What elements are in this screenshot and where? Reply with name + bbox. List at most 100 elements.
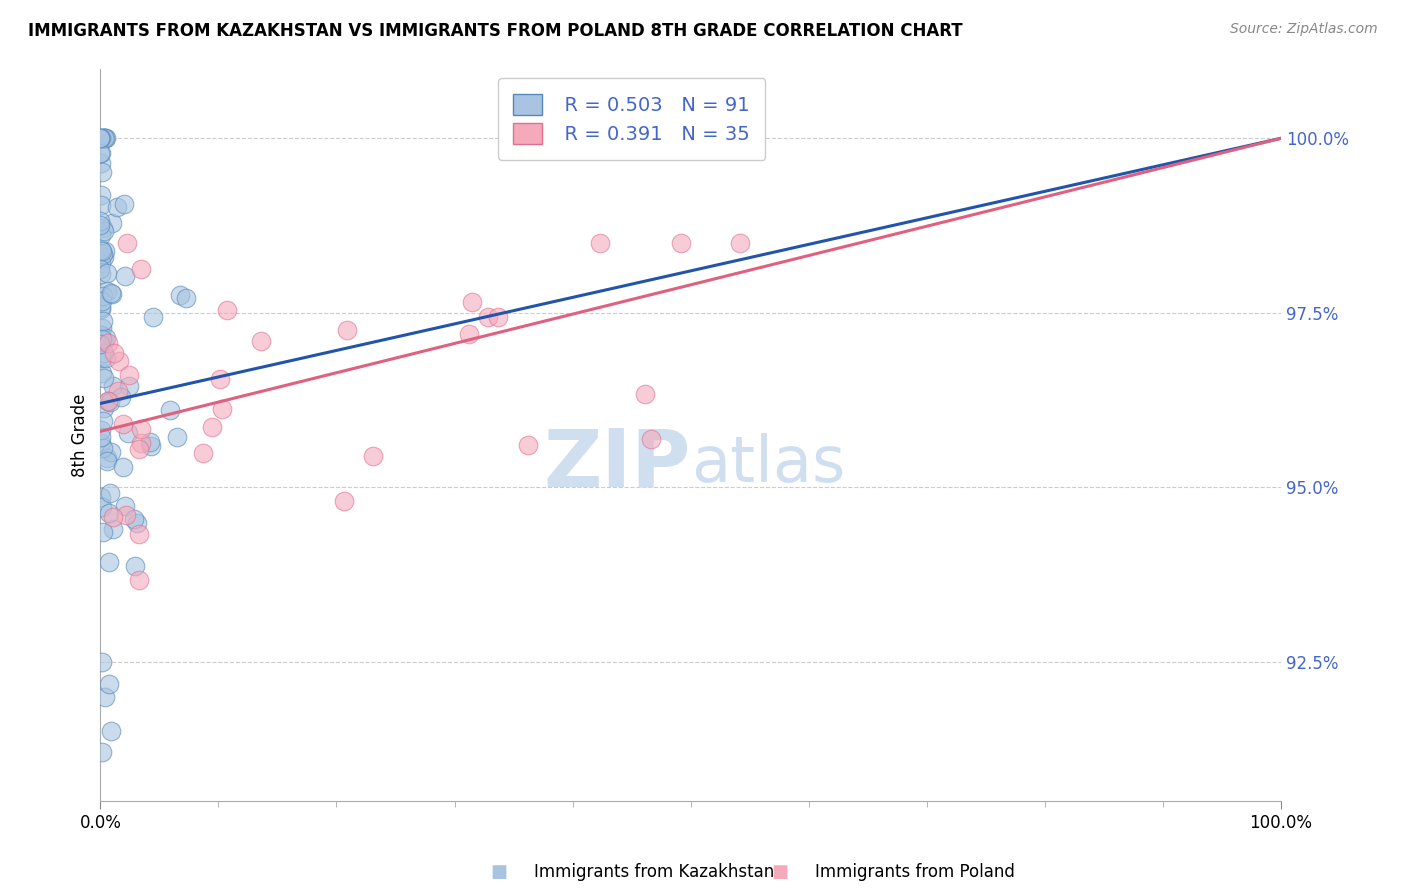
Point: [90, 156, 112, 170]
Point: [191, 445, 214, 459]
Point: [118, 368, 141, 382]
Point: [458, 326, 481, 341]
Legend:   R = 0.503   N = 91,   R = 0.391   N = 35: R = 0.503 N = 91, R = 0.391 N = 35: [498, 78, 765, 160]
Text: Immigrants from Poland: Immigrants from Poland: [815, 863, 1015, 881]
Point: [89, 131, 111, 145]
Point: [115, 508, 138, 522]
Point: [91, 745, 114, 759]
Point: [91, 314, 114, 328]
Point: [97, 393, 120, 408]
Point: [122, 512, 145, 526]
Point: [128, 574, 150, 588]
Point: [90, 187, 112, 202]
Point: [211, 401, 233, 416]
Point: [89, 146, 111, 161]
Point: [101, 379, 124, 393]
Point: [89, 131, 111, 145]
Point: [90, 131, 112, 145]
Point: [91, 288, 114, 302]
Point: [90, 294, 112, 309]
Point: [101, 216, 124, 230]
Point: [90, 430, 112, 444]
Text: Source: ZipAtlas.com: Source: ZipAtlas.com: [1230, 22, 1378, 37]
Point: [112, 417, 135, 432]
Point: [96, 454, 118, 468]
Point: [94, 131, 117, 145]
Point: [460, 294, 482, 309]
Text: ZIP: ZIP: [543, 425, 690, 503]
Point: [93, 334, 115, 349]
Point: [128, 442, 150, 457]
Point: [633, 387, 655, 401]
Point: [128, 527, 150, 541]
Point: [91, 351, 114, 365]
Point: [93, 371, 115, 385]
Point: [89, 267, 111, 281]
Point: [363, 449, 385, 463]
Point: [90, 423, 112, 437]
Point: [129, 422, 152, 436]
Point: [93, 131, 115, 145]
Point: [89, 261, 111, 276]
Point: [94, 351, 117, 365]
Point: [97, 335, 120, 350]
Point: [96, 450, 118, 465]
Point: [89, 337, 111, 351]
Point: [477, 310, 499, 324]
Point: [115, 235, 138, 250]
Point: [93, 131, 115, 145]
Y-axis label: 8th Grade: 8th Grade: [72, 393, 89, 476]
Point: [332, 494, 354, 508]
Point: [166, 430, 188, 444]
Point: [90, 146, 112, 161]
Point: [101, 522, 124, 536]
Point: [201, 420, 224, 434]
Point: [114, 499, 136, 513]
Point: [89, 214, 111, 228]
Point: [90, 490, 112, 504]
Point: [96, 331, 118, 345]
Text: Immigrants from Kazakhstan: Immigrants from Kazakhstan: [534, 863, 775, 881]
Point: [101, 509, 124, 524]
Point: [100, 724, 122, 739]
Point: [94, 690, 117, 704]
Point: [97, 677, 120, 691]
Point: [174, 291, 197, 305]
Point: [129, 436, 152, 450]
Point: [112, 196, 135, 211]
Point: [249, 334, 271, 348]
Point: [90, 436, 112, 450]
Point: [124, 559, 146, 574]
Point: [97, 394, 120, 409]
Point: [90, 300, 112, 314]
Point: [98, 507, 121, 521]
Point: [89, 219, 111, 233]
Point: [90, 302, 112, 317]
Point: [114, 269, 136, 284]
Point: [93, 401, 115, 416]
Point: [110, 391, 132, 405]
Text: IMMIGRANTS FROM KAZAKHSTAN VS IMMIGRANTS FROM POLAND 8TH GRADE CORRELATION CHART: IMMIGRANTS FROM KAZAKHSTAN VS IMMIGRANTS…: [28, 22, 963, 40]
Point: [118, 379, 141, 393]
Point: [91, 221, 114, 235]
Point: [100, 286, 122, 301]
Point: [93, 224, 115, 238]
Point: [91, 332, 114, 346]
Point: [91, 441, 114, 455]
Point: [93, 250, 115, 264]
Point: [90, 327, 112, 342]
Point: [127, 516, 149, 530]
Point: [91, 247, 114, 261]
Point: [215, 303, 238, 318]
Point: [94, 131, 117, 145]
Point: [139, 435, 162, 450]
Point: [89, 131, 111, 145]
Point: [93, 131, 115, 145]
Text: ■: ■: [772, 863, 789, 881]
Point: [129, 262, 152, 277]
Point: [589, 235, 612, 250]
Point: [730, 235, 752, 250]
Point: [93, 346, 115, 360]
Point: [90, 256, 112, 270]
Point: [517, 438, 540, 452]
